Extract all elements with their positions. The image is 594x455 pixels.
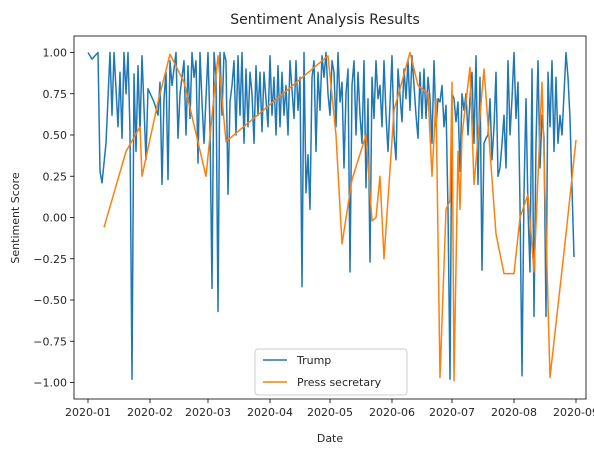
x-axis-label: Date: [317, 432, 344, 445]
y-axis-label: Sentiment Score: [9, 172, 22, 263]
series-line-press-secretary: [103, 51, 577, 382]
x-tick-label: 2020-04: [247, 406, 293, 419]
x-tick-label: 2020-05: [307, 406, 353, 419]
y-tick-label: 0.00: [43, 212, 68, 225]
y-tick-label: −0.25: [33, 253, 67, 266]
x-tick-label: 2020-02: [127, 406, 173, 419]
legend: Trump Press secretary: [254, 348, 408, 396]
y-tick-label: −0.75: [33, 335, 67, 348]
series-layer: [87, 51, 577, 382]
y-tick-label: −1.00: [33, 377, 67, 390]
legend-label-press-secretary: Press secretary: [297, 376, 382, 389]
x-tick-label: 2020-03: [185, 406, 231, 419]
chart-title: Sentiment Analysis Results: [230, 12, 420, 28]
y-tick-label: −0.50: [33, 294, 67, 307]
y-tick-label: 0.25: [43, 170, 68, 183]
x-tick-label: 2020-01: [65, 406, 111, 419]
legend-frame: [254, 348, 408, 396]
y-tick-label: 1.00: [43, 47, 68, 60]
legend-label-trump: Trump: [296, 354, 331, 367]
axes-layer: −1.00 −0.75 −0.50 −0.25 0.00 0.25 0.50 0.75 1.00…: [33, 35, 594, 419]
series-line-trump: [87, 51, 575, 380]
x-tick-label: 2020-09: [553, 406, 594, 419]
x-tick-label: 2020-08: [491, 406, 537, 419]
y-tick-label: 0.50: [43, 129, 68, 142]
x-tick-label: 2020-07: [429, 406, 475, 419]
x-tick-label: 2020-06: [369, 406, 415, 419]
y-tick-label: 0.75: [43, 88, 68, 101]
